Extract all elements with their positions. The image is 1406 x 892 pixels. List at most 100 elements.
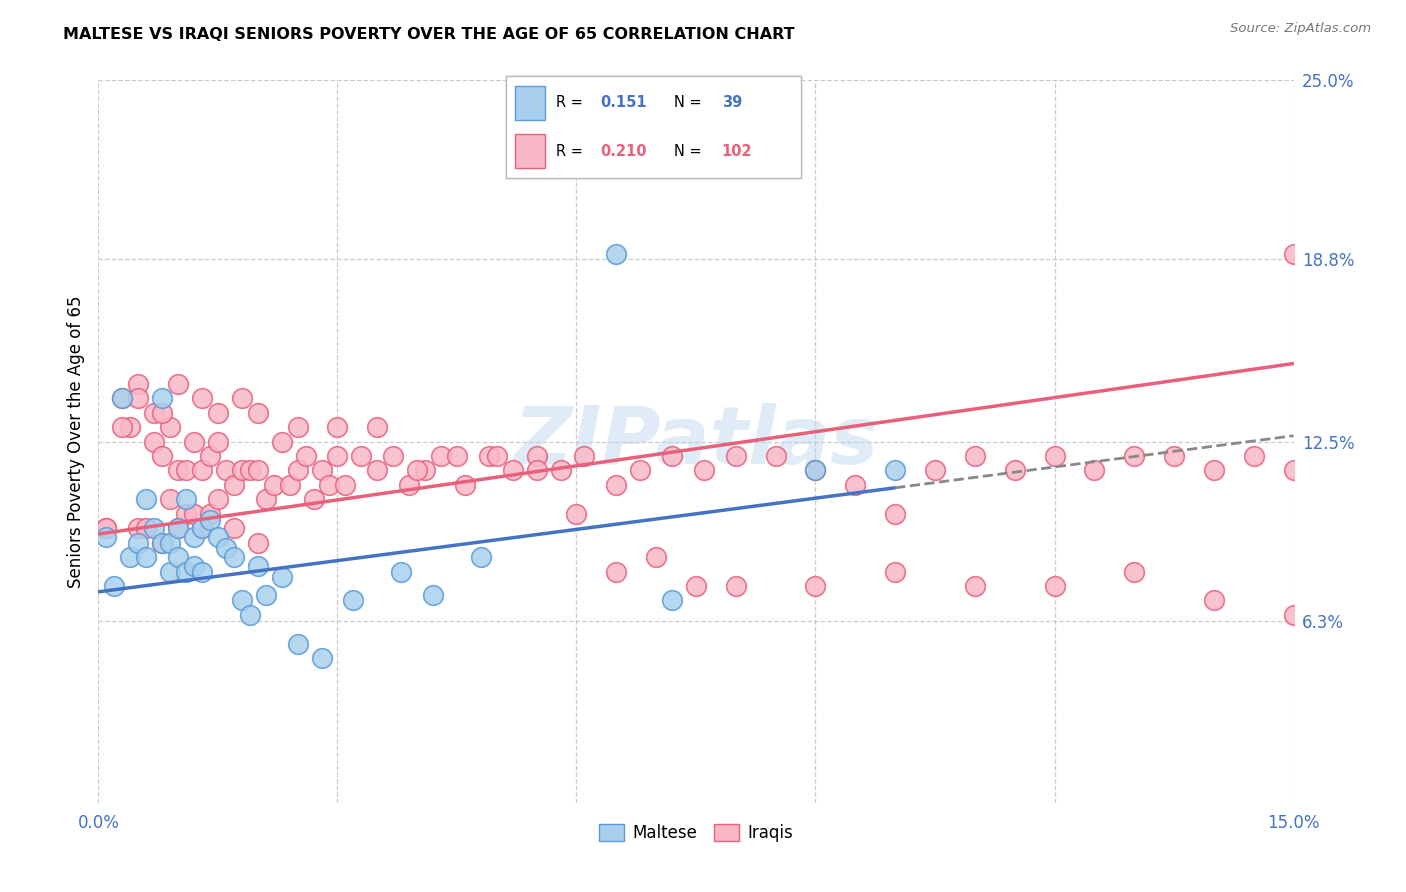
Point [120, 550, 142, 565]
Point [207, 492, 229, 507]
Point [366, 420, 388, 434]
Point [454, 478, 477, 492]
Point [884, 463, 907, 477]
Point [183, 530, 205, 544]
Point [278, 478, 301, 492]
Text: R =: R = [557, 144, 588, 159]
Text: 102: 102 [721, 144, 752, 159]
Point [174, 507, 197, 521]
Point [198, 512, 221, 526]
Point [270, 570, 292, 584]
Point [693, 463, 716, 477]
Point [167, 521, 190, 535]
Point [350, 449, 373, 463]
Point [174, 492, 197, 507]
Point [963, 579, 986, 593]
Point [526, 463, 548, 477]
Point [605, 565, 627, 579]
Point [263, 478, 285, 492]
Point [884, 565, 907, 579]
Point [198, 507, 221, 521]
Point [1243, 449, 1265, 463]
Point [574, 449, 596, 463]
Text: 0.210: 0.210 [600, 144, 647, 159]
Point [135, 492, 157, 507]
Point [963, 449, 986, 463]
Point [207, 434, 229, 449]
Point [765, 449, 787, 463]
Point [191, 463, 214, 477]
Point [150, 449, 173, 463]
Point [398, 478, 420, 492]
Point [485, 449, 508, 463]
Text: ZIPatlas: ZIPatlas [513, 402, 879, 481]
Point [207, 530, 229, 544]
Point [382, 449, 405, 463]
Point [326, 449, 349, 463]
Point [924, 463, 946, 477]
Point [422, 588, 444, 602]
FancyBboxPatch shape [506, 76, 801, 178]
Point [413, 463, 436, 477]
Point [96, 521, 118, 535]
Point [167, 463, 190, 477]
Text: N =: N = [675, 95, 707, 110]
Point [430, 449, 453, 463]
Point [111, 420, 134, 434]
Text: Source: ZipAtlas.com: Source: ZipAtlas.com [1230, 22, 1371, 36]
Point [111, 391, 134, 405]
Point [174, 565, 197, 579]
Point [526, 449, 548, 463]
Point [446, 449, 468, 463]
Point [143, 521, 166, 535]
FancyBboxPatch shape [515, 87, 544, 120]
Point [143, 406, 166, 420]
Point [605, 478, 627, 492]
Point [191, 391, 214, 405]
Point [254, 588, 277, 602]
Point [96, 530, 118, 544]
Point [135, 521, 157, 535]
Point [231, 463, 253, 477]
Point [661, 593, 683, 607]
Point [231, 593, 253, 607]
Y-axis label: Seniors Poverty Over the Age of 65: Seniors Poverty Over the Age of 65 [66, 295, 84, 588]
Point [1202, 593, 1225, 607]
Point [294, 449, 316, 463]
Point [804, 463, 827, 477]
Point [111, 391, 134, 405]
Point [287, 637, 309, 651]
Point [685, 579, 707, 593]
Point [724, 449, 747, 463]
Point [222, 478, 245, 492]
Point [550, 463, 572, 477]
Point [159, 420, 181, 434]
Text: MALTESE VS IRAQI SENIORS POVERTY OVER THE AGE OF 65 CORRELATION CHART: MALTESE VS IRAQI SENIORS POVERTY OVER TH… [63, 27, 794, 42]
Point [191, 565, 214, 579]
Point [231, 391, 253, 405]
Point [1043, 449, 1066, 463]
Point [103, 579, 125, 593]
Point [1004, 463, 1026, 477]
Point [191, 521, 214, 535]
Point [1043, 579, 1066, 593]
Point [167, 376, 190, 391]
Point [239, 463, 262, 477]
Point [246, 406, 269, 420]
Point [191, 521, 214, 535]
Point [884, 507, 907, 521]
Point [159, 492, 181, 507]
Point [150, 535, 173, 549]
Point [150, 391, 173, 405]
Point [1123, 449, 1146, 463]
Point [183, 507, 205, 521]
Point [1282, 607, 1305, 622]
Point [239, 607, 262, 622]
Point [1163, 449, 1185, 463]
Point [724, 579, 747, 593]
Point [127, 376, 149, 391]
Text: 0.151: 0.151 [600, 95, 647, 110]
Point [287, 420, 309, 434]
Point [661, 449, 683, 463]
Legend: Maltese, Iraqis: Maltese, Iraqis [592, 817, 800, 848]
